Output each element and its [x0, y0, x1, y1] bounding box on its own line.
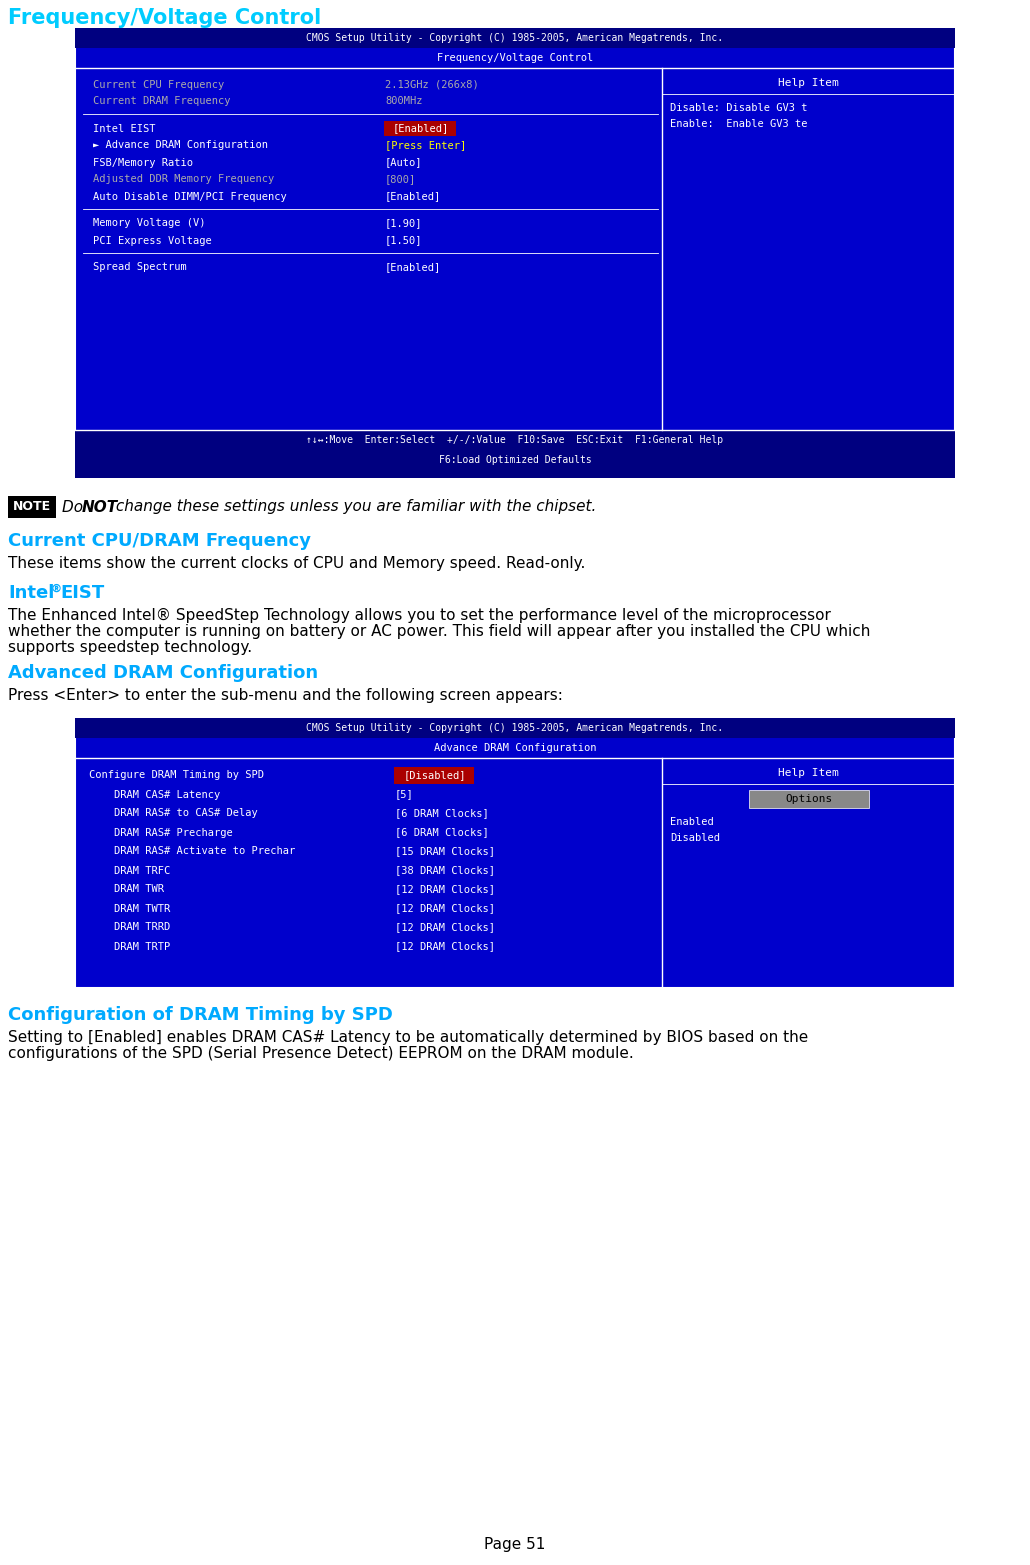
Text: Enable:  Enable GV3 te: Enable: Enable GV3 te: [670, 119, 808, 128]
Text: Do: Do: [62, 499, 88, 515]
Text: F6:Load Optimized Defaults: F6:Load Optimized Defaults: [439, 455, 591, 465]
Text: Spread Spectrum: Spread Spectrum: [93, 263, 186, 272]
Text: ®: ®: [50, 584, 61, 595]
Bar: [749, 790, 868, 808]
Text: DRAM RAS# Precharge: DRAM RAS# Precharge: [89, 828, 233, 837]
Text: Current CPU Frequency: Current CPU Frequency: [93, 80, 225, 89]
Text: ► Advance DRAM Configuration: ► Advance DRAM Configuration: [93, 141, 268, 150]
Text: configurations of the SPD (Serial Presence Detect) EEPROM on the DRAM module.: configurations of the SPD (Serial Presen…: [8, 1045, 633, 1061]
Text: Memory Voltage (V): Memory Voltage (V): [93, 219, 206, 228]
Text: DRAM RAS# to CAS# Delay: DRAM RAS# to CAS# Delay: [89, 809, 258, 818]
Text: Enabled: Enabled: [670, 817, 714, 826]
Text: Current CPU/DRAM Frequency: Current CPU/DRAM Frequency: [8, 532, 311, 549]
Text: DRAM TWTR: DRAM TWTR: [89, 903, 170, 914]
Text: [38 DRAM Clocks]: [38 DRAM Clocks]: [394, 865, 495, 875]
Bar: [384, 121, 456, 136]
Text: Options: Options: [785, 793, 832, 804]
Text: DRAM RAS# Activate to Prechar: DRAM RAS# Activate to Prechar: [89, 847, 296, 856]
Text: Current DRAM Frequency: Current DRAM Frequency: [93, 97, 231, 106]
Text: NOT: NOT: [82, 499, 118, 515]
Bar: [75, 430, 955, 477]
Text: [12 DRAM Clocks]: [12 DRAM Clocks]: [394, 884, 495, 895]
Text: Adjusted DDR Memory Frequency: Adjusted DDR Memory Frequency: [93, 175, 274, 185]
Text: whether the computer is running on battery or AC power. This field will appear a: whether the computer is running on batte…: [8, 624, 870, 639]
Text: change these settings unless you are familiar with the chipset.: change these settings unless you are fam…: [111, 499, 596, 515]
Text: Advance DRAM Configuration: Advance DRAM Configuration: [434, 743, 596, 753]
Text: supports speedstep technology.: supports speedstep technology.: [8, 640, 252, 656]
Bar: [75, 28, 955, 49]
Text: CMOS Setup Utility - Copyright (C) 1985-2005, American Megatrends, Inc.: CMOS Setup Utility - Copyright (C) 1985-…: [307, 33, 723, 42]
Bar: [394, 767, 474, 784]
Text: Press <Enter> to enter the sub-menu and the following screen appears:: Press <Enter> to enter the sub-menu and …: [8, 689, 562, 703]
Text: Setting to [Enabled] enables DRAM CAS# Latency to be automatically determined by: Setting to [Enabled] enables DRAM CAS# L…: [8, 1030, 809, 1045]
Bar: [75, 28, 955, 477]
Text: The Enhanced Intel® SpeedStep Technology allows you to set the performance level: The Enhanced Intel® SpeedStep Technology…: [8, 607, 831, 623]
Text: Auto Disable DIMM/PCI Frequency: Auto Disable DIMM/PCI Frequency: [93, 191, 286, 202]
Text: Frequency/Voltage Control: Frequency/Voltage Control: [8, 8, 321, 28]
Text: [Enabled]: [Enabled]: [385, 191, 441, 202]
Text: Disable: Disable GV3 t: Disable: Disable GV3 t: [670, 103, 808, 113]
Text: Configure DRAM Timing by SPD: Configure DRAM Timing by SPD: [89, 770, 264, 781]
Text: [Enabled]: [Enabled]: [392, 124, 449, 133]
Text: 2.13GHz (266x8): 2.13GHz (266x8): [385, 80, 479, 89]
Text: Intel: Intel: [8, 584, 55, 603]
Text: [12 DRAM Clocks]: [12 DRAM Clocks]: [394, 903, 495, 914]
Text: Configuration of DRAM Timing by SPD: Configuration of DRAM Timing by SPD: [8, 1006, 392, 1024]
Bar: [75, 718, 955, 739]
Text: [Disabled]: [Disabled]: [404, 770, 467, 781]
Text: DRAM TWR: DRAM TWR: [89, 884, 164, 895]
Text: [6 DRAM Clocks]: [6 DRAM Clocks]: [394, 809, 489, 818]
Bar: [75, 718, 955, 988]
Text: Page 51: Page 51: [484, 1537, 546, 1552]
Text: NOTE: NOTE: [13, 501, 52, 513]
Text: Intel EIST: Intel EIST: [93, 124, 156, 133]
Text: [800]: [800]: [385, 175, 416, 185]
Text: [1.90]: [1.90]: [385, 219, 422, 228]
Text: DRAM TRRD: DRAM TRRD: [89, 922, 170, 933]
Text: [Auto]: [Auto]: [385, 158, 422, 167]
Text: Disabled: Disabled: [670, 833, 720, 844]
Text: [Enabled]: [Enabled]: [385, 263, 441, 272]
Text: PCI Express Voltage: PCI Express Voltage: [93, 235, 212, 246]
Text: [6 DRAM Clocks]: [6 DRAM Clocks]: [394, 828, 489, 837]
Text: [5]: [5]: [394, 789, 414, 800]
Text: DRAM TRFC: DRAM TRFC: [89, 865, 170, 875]
Text: Advanced DRAM Configuration: Advanced DRAM Configuration: [8, 664, 318, 682]
Text: ↑↓↔:Move  Enter:Select  +/-/:Value  F10:Save  ESC:Exit  F1:General Help: ↑↓↔:Move Enter:Select +/-/:Value F10:Sav…: [307, 435, 723, 444]
Text: [12 DRAM Clocks]: [12 DRAM Clocks]: [394, 922, 495, 933]
Text: DRAM CAS# Latency: DRAM CAS# Latency: [89, 789, 220, 800]
Text: Frequency/Voltage Control: Frequency/Voltage Control: [437, 53, 593, 63]
Text: [1.50]: [1.50]: [385, 235, 422, 246]
Text: These items show the current clocks of CPU and Memory speed. Read-only.: These items show the current clocks of C…: [8, 556, 585, 571]
Text: CMOS Setup Utility - Copyright (C) 1985-2005, American Megatrends, Inc.: CMOS Setup Utility - Copyright (C) 1985-…: [307, 723, 723, 732]
Text: [Press Enter]: [Press Enter]: [385, 141, 467, 150]
Text: Help Item: Help Item: [778, 78, 838, 88]
Bar: [8, 496, 56, 518]
Text: 800MHz: 800MHz: [385, 97, 422, 106]
Text: Help Item: Help Item: [778, 768, 838, 778]
Text: [12 DRAM Clocks]: [12 DRAM Clocks]: [394, 942, 495, 952]
Text: FSB/Memory Ratio: FSB/Memory Ratio: [93, 158, 193, 167]
Text: EIST: EIST: [60, 584, 104, 603]
Text: DRAM TRTP: DRAM TRTP: [89, 942, 170, 952]
Text: [15 DRAM Clocks]: [15 DRAM Clocks]: [394, 847, 495, 856]
